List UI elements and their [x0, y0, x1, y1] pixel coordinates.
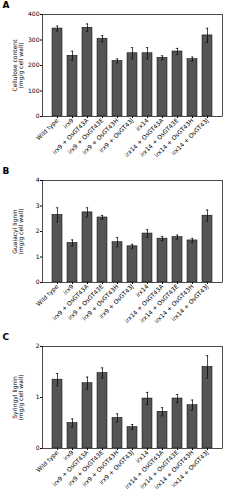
- svg-text:1: 1: [36, 393, 40, 400]
- svg-text:B: B: [3, 166, 10, 176]
- svg-text:irx14 + OsGT43E: irx14 + OsGT43E: [138, 448, 180, 490]
- svg-text:irx14 + OsGT43H: irx14 + OsGT43H: [152, 282, 195, 325]
- svg-text:irx14: irx14: [133, 282, 150, 299]
- svg-text:4: 4: [36, 176, 40, 183]
- svg-text:irx14: irx14: [133, 448, 150, 465]
- svg-text:irx14 + OsGT43J: irx14 + OsGT43J: [170, 282, 211, 323]
- svg-text:irx9 + OsGT43H: irx9 + OsGT43H: [80, 448, 120, 488]
- svg-text:0: 0: [36, 112, 40, 119]
- svg-text:irx14: irx14: [133, 116, 150, 133]
- svg-text:irx9 + OsGT43E: irx9 + OsGT43E: [66, 282, 105, 322]
- svg-text:100: 100: [28, 87, 40, 94]
- svg-text:irx9: irx9: [61, 282, 75, 296]
- svg-text:irx14 + OsGT43E: irx14 + OsGT43E: [138, 282, 180, 324]
- svg-text:irx9 + OsGT43E: irx9 + OsGT43E: [66, 116, 105, 156]
- svg-text:irx9 + OsGT43H: irx9 + OsGT43H: [80, 116, 120, 156]
- svg-text:irx14 + OsGT43A: irx14 + OsGT43A: [123, 116, 165, 159]
- svg-text:irx9 + OsGT43A: irx9 + OsGT43A: [50, 116, 90, 156]
- svg-text:irx9: irx9: [61, 116, 75, 130]
- svg-text:Syringyl lignin(mg/g cell wall: Syringyl lignin(mg/g cell wall): [11, 374, 25, 420]
- svg-text:irx9 + OsGT43J: irx9 + OsGT43J: [97, 282, 135, 320]
- svg-text:irx14 + OsGT43J: irx14 + OsGT43J: [170, 116, 211, 157]
- svg-text:400: 400: [28, 10, 40, 17]
- svg-text:2: 2: [36, 227, 40, 234]
- svg-text:irx9 + OsGT43J: irx9 + OsGT43J: [97, 448, 135, 486]
- svg-text:Wild type: Wild type: [35, 448, 61, 474]
- svg-text:irx9 + OsGT43H: irx9 + OsGT43H: [80, 282, 120, 322]
- svg-text:irx9 + OsGT43A: irx9 + OsGT43A: [50, 448, 90, 488]
- svg-text:irx14 + OsGT43E: irx14 + OsGT43E: [138, 116, 180, 158]
- svg-text:irx9 + OsGT43E: irx9 + OsGT43E: [66, 448, 105, 488]
- svg-text:irx9: irx9: [61, 448, 75, 462]
- svg-text:0: 0: [36, 444, 40, 451]
- svg-text:2: 2: [36, 342, 40, 349]
- svg-text:irx14 + OsGT43H: irx14 + OsGT43H: [152, 116, 195, 159]
- svg-text:0: 0: [36, 278, 40, 285]
- svg-text:irx14 + OsGT43J: irx14 + OsGT43J: [170, 448, 211, 489]
- svg-text:C: C: [3, 332, 10, 342]
- svg-text:irx9 + OsGT43A: irx9 + OsGT43A: [50, 282, 90, 322]
- svg-text:irx14 + OsGT43A: irx14 + OsGT43A: [123, 282, 165, 325]
- svg-text:irx9 + OsGT43J: irx9 + OsGT43J: [97, 116, 135, 154]
- svg-text:200: 200: [28, 61, 40, 68]
- svg-text:irx14 + OsGT43A: irx14 + OsGT43A: [123, 448, 165, 491]
- svg-text:Wild type: Wild type: [35, 282, 61, 308]
- svg-text:1: 1: [36, 253, 40, 260]
- svg-text:irx14 + OsGT43H: irx14 + OsGT43H: [152, 448, 195, 491]
- svg-text:Wild type: Wild type: [35, 116, 61, 142]
- svg-text:A: A: [3, 0, 10, 10]
- svg-text:Guaiacyl lignin(mg/g cell wall: Guaiacyl lignin(mg/g cell wall): [11, 208, 25, 254]
- svg-text:Cellulose content(mg/g cell wa: Cellulose content(mg/g cell wall): [11, 39, 25, 92]
- svg-text:3: 3: [36, 202, 40, 209]
- svg-text:300: 300: [28, 36, 40, 43]
